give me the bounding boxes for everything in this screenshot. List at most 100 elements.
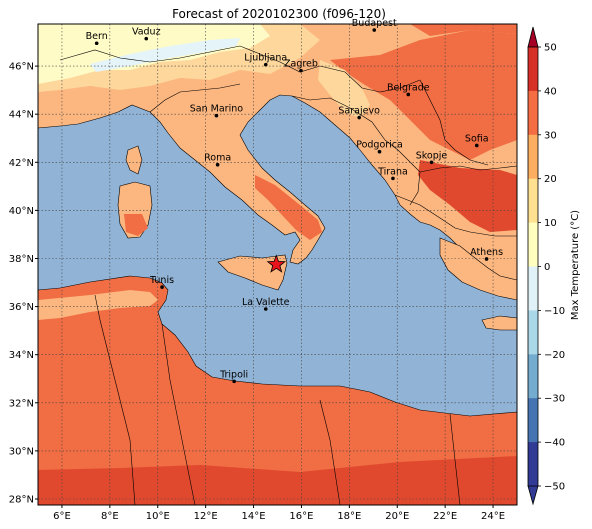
city-label: Skopje (416, 150, 448, 161)
country-borders (59, 45, 517, 505)
lat-tick-label: 30°N (9, 446, 34, 457)
lon-tick-label: 8°E (101, 511, 119, 522)
colorbar-segment (528, 134, 538, 180)
colorbar-tick-label: −30 (544, 394, 565, 405)
colorbar-tick-label: −10 (544, 306, 565, 317)
lat-tick-label: 36°N (9, 302, 34, 313)
city-label: Budapest (352, 18, 397, 29)
location-marker-layer (266, 254, 286, 273)
location-star-icon (266, 254, 286, 273)
cool-band-balkan (318, 60, 370, 118)
city-dot (94, 41, 99, 46)
city-label: Sarajevo (338, 106, 380, 117)
frost-band-alps (90, 38, 240, 72)
lon-tick-label: 10°E (146, 511, 170, 522)
city-dot (299, 68, 303, 73)
greece-land (439, 237, 517, 301)
city-label: Vaduz (132, 27, 161, 38)
colorbar-tick-label: 20 (544, 174, 557, 185)
corsica (125, 145, 143, 175)
city-dot (263, 62, 268, 67)
city-dot (232, 379, 236, 384)
tunisia-coast-band (38, 290, 158, 320)
colorbar-label: Max Temperature (°C) (570, 210, 581, 320)
map-gridlines (38, 24, 517, 505)
hot-band-south (38, 456, 517, 505)
colorbar-segment (528, 354, 538, 399)
city-label: Tunis (149, 275, 174, 286)
lat-tick-label: 40°N (9, 206, 34, 217)
colorbar-tick-label: 30 (544, 130, 557, 141)
colorbar-tick-label: −50 (544, 482, 565, 493)
colorbar-segment (528, 442, 538, 487)
city-dot (214, 113, 219, 118)
colorbar-max-arrow (527, 26, 539, 48)
lon-tick-label: 22°E (433, 511, 457, 522)
warm-patch-balkan (330, 30, 517, 160)
city-label: Sofia (465, 133, 489, 144)
colorbar: 50 40 30 20 10 0 −10 −20 −30 −40 −50 (527, 26, 565, 506)
colorbar-segment (528, 222, 538, 267)
city-dot (474, 143, 479, 148)
city-label: San Marino (190, 104, 243, 115)
warm-patch-north (410, 24, 517, 36)
warm-patch-sardinia (124, 214, 148, 236)
lat-tick-label: 44°N (9, 110, 34, 121)
colorbar-segment (528, 266, 538, 311)
city-label: Bern (86, 31, 108, 42)
lat-tick-label: 46°N (9, 62, 34, 73)
city-dot (484, 257, 489, 261)
city-dot (372, 28, 377, 32)
figure-title: Forecast of 2020102300 (f096-120) (172, 7, 386, 21)
city-label: Tirana (377, 166, 408, 177)
city-label: Podgorica (356, 140, 403, 151)
lon-tick-label: 16°E (289, 511, 313, 522)
city-dot (144, 36, 149, 41)
lon-tick-label: 24°E (481, 511, 505, 522)
city-dot (357, 115, 361, 120)
colorbar-segment (528, 90, 538, 136)
lon-tick-label: 14°E (242, 511, 266, 522)
lat-tick-label: 42°N (9, 158, 34, 169)
city-dot (429, 160, 434, 165)
colorbar-segment (528, 178, 538, 224)
city-dot (263, 307, 268, 311)
city-dot (215, 162, 220, 167)
city-dot (406, 92, 411, 97)
warm-patch-bulgaria (418, 160, 517, 232)
lon-tick-label: 6°E (53, 511, 71, 522)
lon-tick-label: 18°E (337, 511, 361, 522)
city-dot (160, 285, 164, 289)
colorbar-segment (528, 398, 538, 443)
lat-tick-label: 32°N (9, 398, 34, 409)
colorbar-min-arrow (527, 485, 539, 506)
city-label: Athens (470, 247, 503, 258)
city-label: Roma (204, 153, 231, 164)
map-axes: 6°E 8°E 10°E 12°E 14°E 16°E 18°E 20°E 22°E 24°E 28… (9, 62, 505, 522)
city-label: Tripoli (219, 369, 248, 380)
map-frame (37, 23, 518, 506)
colorbar-tick-label: −40 (544, 438, 565, 449)
city-dot (377, 149, 382, 154)
warm-patch-italy (255, 175, 322, 240)
colorbar-tick-label: 0 (544, 262, 550, 273)
colorbar-tick-label: 50 (544, 43, 557, 54)
colorbar-segment (528, 310, 538, 355)
colorbar-tick-label: −20 (544, 350, 565, 361)
lat-tick-label: 28°N (9, 494, 34, 505)
city-label: Belgrade (387, 82, 430, 93)
colorbar-tick-label: 40 (544, 86, 557, 97)
city-label: Zagreb (284, 59, 318, 70)
colorbar-tick-label: 10 (544, 218, 557, 229)
lon-tick-label: 20°E (385, 511, 409, 522)
city-label: Ljubljana (244, 53, 287, 64)
lat-tick-label: 38°N (9, 254, 34, 265)
city-label: La Valette (242, 297, 290, 308)
city-dot (391, 176, 395, 181)
lon-tick-label: 12°E (194, 511, 218, 522)
lat-tick-label: 34°N (9, 350, 34, 361)
crete (481, 315, 517, 331)
colorbar-segment (528, 47, 538, 92)
